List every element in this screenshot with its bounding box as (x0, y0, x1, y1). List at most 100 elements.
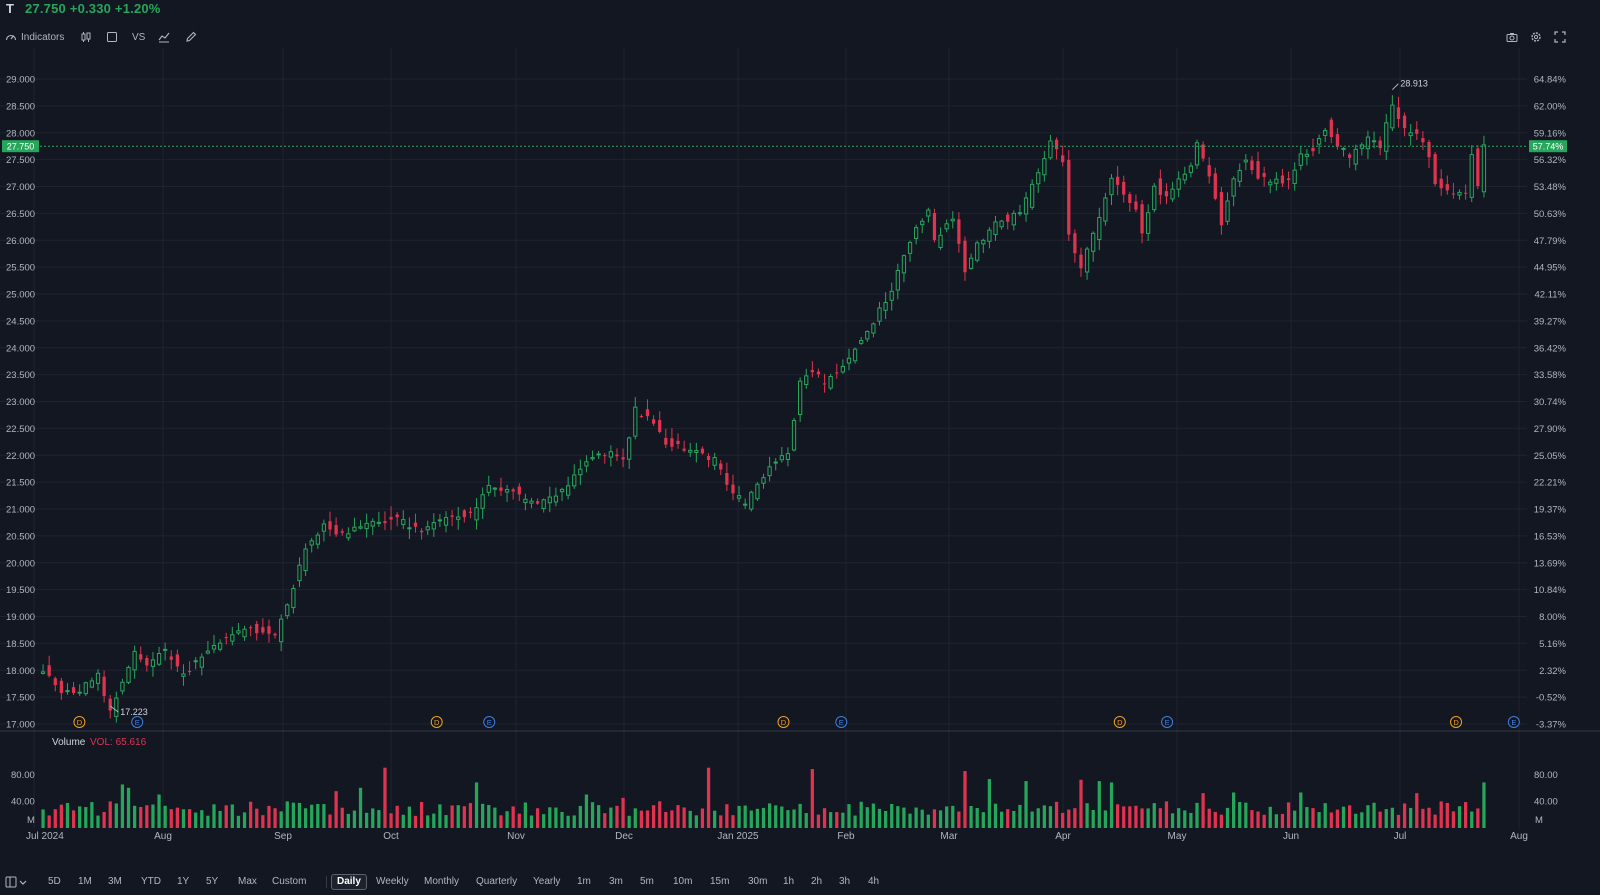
earnings-marker[interactable]: E (835, 716, 848, 728)
dividend-marker[interactable]: D (73, 716, 86, 728)
volume-bar (1097, 781, 1101, 828)
candle-body (139, 654, 143, 660)
draw-button[interactable] (185, 29, 197, 45)
volume-bar (365, 812, 369, 828)
trendline-button[interactable] (158, 29, 170, 45)
candle-body (706, 455, 711, 460)
volume-bar (664, 811, 668, 828)
volume-bar (224, 805, 228, 828)
volume-bar (139, 806, 143, 828)
volume-bar (1262, 814, 1266, 828)
snapshot-button[interactable] (1506, 29, 1518, 45)
volume-bar (47, 815, 51, 828)
candle-body (523, 498, 528, 503)
candle-body (1445, 184, 1449, 191)
interval-button-weekly[interactable]: Weekly (376, 876, 409, 887)
volume-bar (41, 809, 45, 828)
interval-button-monthly[interactable]: Monthly (424, 876, 460, 887)
candle-body (1194, 142, 1200, 166)
candle-body (199, 656, 204, 668)
volume-bar (1030, 811, 1034, 828)
volume-tick-label: 80.00 (11, 770, 35, 781)
candle-body (670, 438, 674, 447)
earnings-marker[interactable]: E (1507, 716, 1520, 728)
volume-bar (1152, 803, 1156, 828)
candle-body (658, 420, 662, 432)
earnings-marker[interactable]: E (483, 716, 496, 728)
candle-body (1048, 140, 1053, 159)
interval-button-1m[interactable]: 1m (577, 876, 591, 887)
interval-button-3h[interactable]: 3h (839, 876, 851, 887)
interval-button-5m[interactable]: 5m (640, 876, 654, 887)
interval-button-2h[interactable]: 2h (811, 876, 823, 887)
volume-bar (835, 812, 839, 828)
interval-button-daily[interactable]: Daily (331, 874, 367, 890)
camera-icon (1506, 33, 1518, 42)
volume-bar (371, 808, 375, 828)
volume-bar (273, 808, 277, 828)
candle-body (1188, 165, 1194, 173)
range-button-custom[interactable]: Custom (272, 876, 307, 887)
y-tick-label: 28.500 (6, 101, 35, 112)
interval-button-30m[interactable]: 30m (748, 876, 768, 887)
range-button-3m[interactable]: 3M (108, 876, 122, 887)
range-button-5y[interactable]: 5Y (206, 876, 219, 887)
settings-button[interactable] (1530, 29, 1542, 45)
volume-bar (1079, 779, 1083, 828)
fullscreen-button[interactable] (1554, 29, 1566, 45)
candle-body (743, 503, 748, 506)
candle-body (779, 455, 784, 461)
candle-body (59, 680, 63, 694)
candle-body (932, 213, 937, 241)
candle-body (1054, 139, 1059, 150)
candle-body (1476, 148, 1480, 187)
volume-bar (597, 805, 601, 828)
range-button-5d[interactable]: 5D (48, 876, 61, 887)
candle-body (798, 380, 803, 415)
interval-button-10m[interactable]: 10m (673, 876, 693, 887)
candle-body (1292, 169, 1297, 184)
x-tick-label: Aug (154, 831, 172, 842)
candle-body (102, 676, 106, 697)
dividend-marker[interactable]: D (430, 716, 443, 728)
range-button-max[interactable]: Max (238, 876, 257, 887)
range-button-ytd[interactable]: YTD (141, 876, 161, 887)
dividend-marker[interactable]: D (777, 716, 790, 728)
interval-button-3m[interactable]: 3m (609, 876, 623, 887)
interval-button-quarterly[interactable]: Quarterly (476, 876, 518, 887)
volume-bar (755, 808, 760, 828)
candle-body (785, 453, 791, 460)
indicators-button[interactable]: Indicators (5, 29, 64, 45)
volume-bar (1256, 811, 1260, 828)
dividend-marker[interactable]: D (1450, 716, 1463, 728)
volume-bar (1396, 814, 1401, 828)
volume-bar (249, 801, 253, 828)
volume-bar (133, 805, 137, 828)
price-chart[interactable]: 27.750 57.74% 28.913 17.223 D E D E D E D E D E 29.00… (0, 48, 1600, 872)
candle-body (565, 485, 571, 496)
volume-bar (908, 813, 912, 828)
dividend-marker[interactable]: D (1113, 716, 1126, 728)
compare-button[interactable]: VS (132, 29, 145, 45)
volume-bar (676, 805, 680, 828)
interval-button-4h[interactable]: 4h (868, 876, 880, 887)
low-leader (109, 705, 119, 713)
pct-tick-label: 2.32% (1539, 666, 1566, 677)
expand-icon (1554, 31, 1566, 43)
candle-body (1152, 185, 1157, 211)
volume-bar (1457, 806, 1462, 828)
layout-button[interactable] (106, 29, 118, 45)
range-button-1m[interactable]: 1M (78, 876, 92, 887)
volume-bar (1036, 808, 1040, 828)
earnings-marker[interactable]: E (131, 716, 144, 728)
range-button-1y[interactable]: 1Y (177, 876, 190, 887)
chart-type-button[interactable] (80, 29, 92, 45)
interval-button-1h[interactable]: 1h (783, 876, 795, 887)
candle-body (852, 348, 858, 362)
volume-bar (749, 810, 753, 828)
panel-toggle-button[interactable] (5, 874, 27, 890)
interval-button-yearly[interactable]: Yearly (533, 876, 561, 887)
volume-bar (987, 779, 992, 828)
interval-button-15m[interactable]: 15m (710, 876, 730, 887)
earnings-marker[interactable]: E (1161, 716, 1174, 728)
